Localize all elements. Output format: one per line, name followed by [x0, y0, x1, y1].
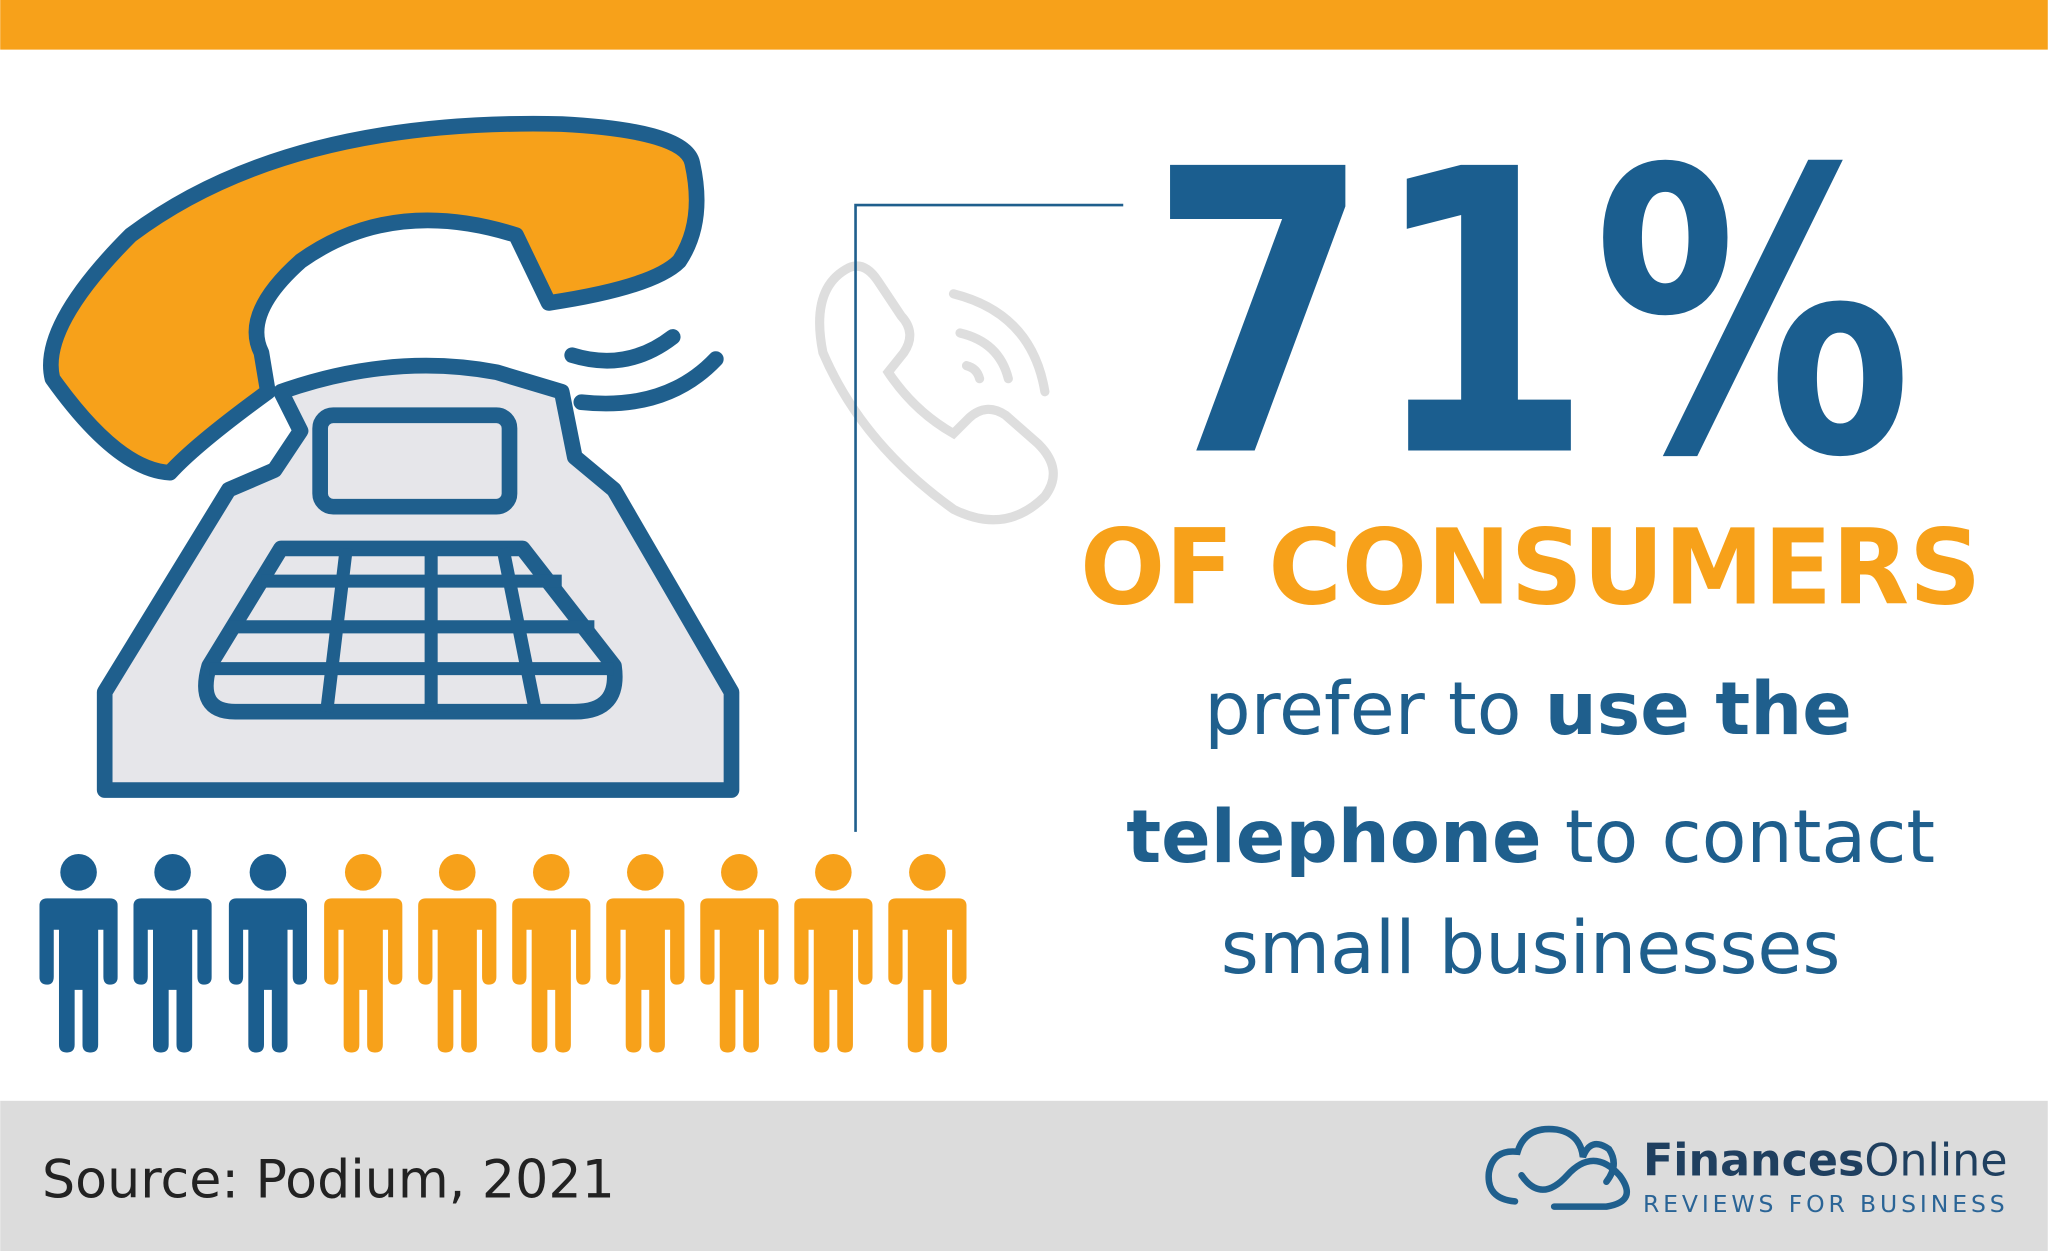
body-bold: telephone: [1126, 795, 1541, 880]
top-bar: [0, 0, 2048, 50]
person-icon: [794, 854, 873, 1053]
person-icon: [324, 854, 403, 1053]
person-icon: [700, 854, 779, 1053]
person-icon: [418, 854, 497, 1053]
body-text: to contact: [1565, 795, 1935, 880]
telephone-illustration: [43, 115, 740, 798]
stat-value: 71%: [1149, 88, 1913, 544]
body-line: prefer to use the: [1204, 667, 1852, 752]
body-bold: use the: [1545, 667, 1852, 752]
body-text: prefer to: [1204, 667, 1521, 752]
logo-tagline: REVIEWS FOR BUSINESS: [1643, 1190, 2009, 1218]
logo-name-light: Online: [1864, 1135, 2007, 1186]
body-line: telephone to contact: [1126, 795, 1935, 880]
phone-outline-icon: [815, 261, 1058, 525]
footer-bar: [0, 1100, 2048, 1251]
source-text: Source: Podium, 2021: [42, 1150, 615, 1210]
person-icon: [133, 854, 212, 1053]
connector-line: [854, 203, 1124, 832]
person-icon: [39, 854, 118, 1053]
person-icon: [228, 854, 308, 1053]
person-icon: [888, 854, 967, 1053]
logo-cloud: [1485, 1125, 1631, 1210]
people-icons: [39, 854, 967, 1053]
logo-name-bold: Finances: [1643, 1135, 1864, 1186]
logo-name: FinancesOnline: [1643, 1135, 2008, 1186]
body-line: small businesses: [1221, 906, 1841, 991]
person-icon: [606, 854, 685, 1053]
person-icon: [512, 854, 591, 1053]
headline: OF CONSUMERS: [1080, 506, 1981, 628]
